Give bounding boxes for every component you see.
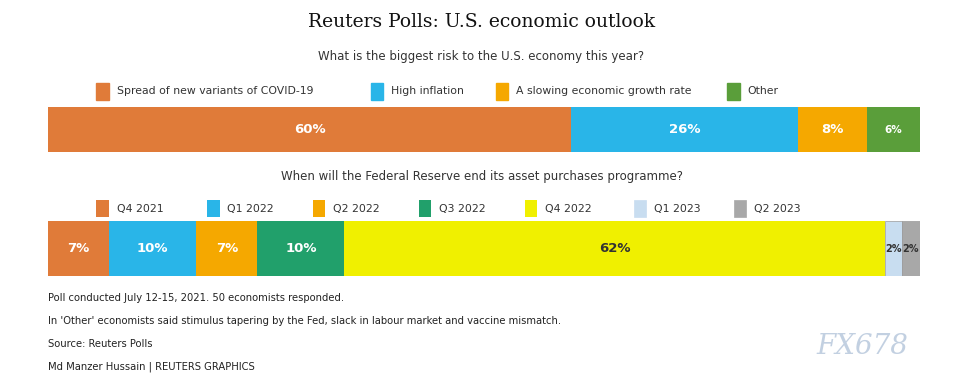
Text: Q3 2022: Q3 2022 <box>439 204 485 214</box>
Bar <box>345 221 885 276</box>
Text: 60%: 60% <box>294 123 325 136</box>
Text: Reuters Polls: U.S. economic outlook: Reuters Polls: U.S. economic outlook <box>308 13 655 31</box>
Text: 6%: 6% <box>885 125 902 134</box>
Text: FX678: FX678 <box>816 333 908 360</box>
Bar <box>885 221 902 276</box>
Text: When will the Federal Reserve end its asset purchases programme?: When will the Federal Reserve end its as… <box>280 170 683 182</box>
Text: In 'Other' economists said stimulus tapering by the Fed, slack in labour market : In 'Other' economists said stimulus tape… <box>48 316 561 326</box>
Bar <box>571 107 797 152</box>
Text: 8%: 8% <box>821 123 844 136</box>
Text: 62%: 62% <box>599 242 631 255</box>
Text: A slowing economic growth rate: A slowing economic growth rate <box>516 86 691 96</box>
Bar <box>797 107 868 152</box>
Text: 2%: 2% <box>902 243 920 254</box>
Text: High inflation: High inflation <box>391 86 464 96</box>
Text: Md Manzer Hussain | REUTERS GRAPHICS: Md Manzer Hussain | REUTERS GRAPHICS <box>48 362 255 373</box>
Text: 7%: 7% <box>216 242 238 255</box>
Text: Q1 2023: Q1 2023 <box>654 204 700 214</box>
Text: Source: Reuters Polls: Source: Reuters Polls <box>48 339 153 349</box>
Text: Q4 2022: Q4 2022 <box>545 204 591 214</box>
Text: Q4 2021: Q4 2021 <box>117 204 163 214</box>
Text: 10%: 10% <box>137 242 169 255</box>
Text: 7%: 7% <box>67 242 90 255</box>
Text: Q1 2022: Q1 2022 <box>227 204 273 214</box>
Text: What is the biggest risk to the U.S. economy this year?: What is the biggest risk to the U.S. eco… <box>319 50 644 62</box>
Bar <box>48 221 109 276</box>
Text: 10%: 10% <box>285 242 317 255</box>
Bar <box>902 221 920 276</box>
Bar <box>48 107 571 152</box>
Text: Q2 2023: Q2 2023 <box>754 204 800 214</box>
Text: Spread of new variants of COVID-19: Spread of new variants of COVID-19 <box>117 86 313 96</box>
Text: Q2 2022: Q2 2022 <box>333 204 379 214</box>
Text: Poll conducted July 12-15, 2021. 50 economists responded.: Poll conducted July 12-15, 2021. 50 econ… <box>48 293 345 303</box>
Text: 2%: 2% <box>885 243 901 254</box>
Bar <box>109 221 196 276</box>
Text: Other: Other <box>747 86 778 96</box>
Bar <box>196 221 257 276</box>
Text: 26%: 26% <box>668 123 700 136</box>
Bar <box>257 221 345 276</box>
Bar <box>868 107 920 152</box>
